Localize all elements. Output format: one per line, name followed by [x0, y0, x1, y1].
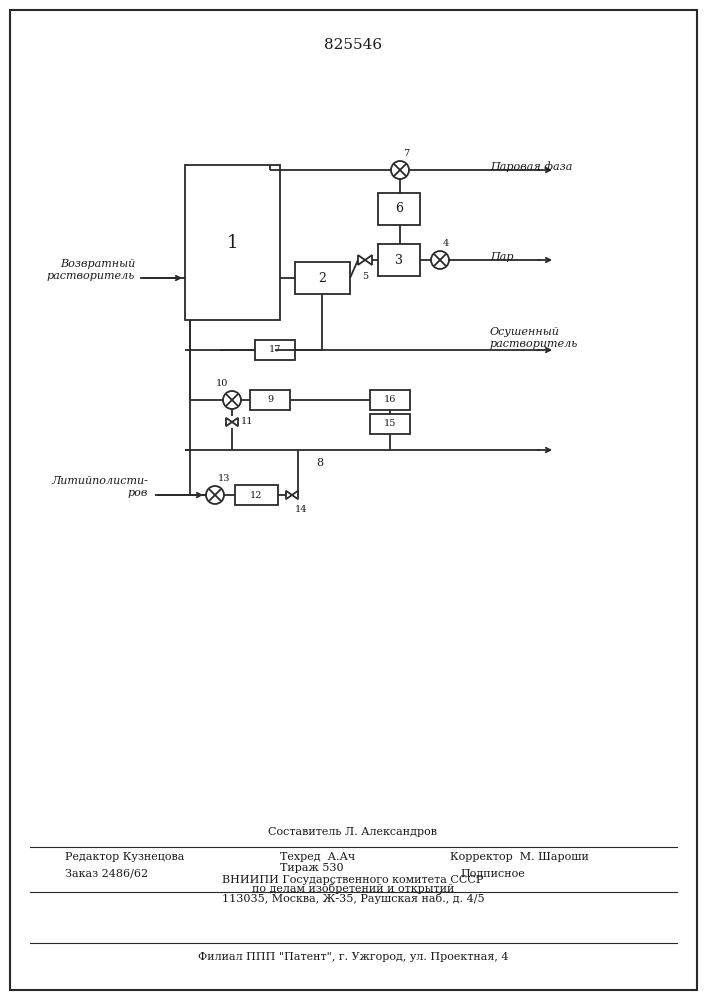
Bar — [235, 485, 278, 505]
Text: Тираж 530: Тираж 530 — [280, 863, 344, 873]
Text: Техред  А.Ач: Техред А.Ач — [280, 852, 355, 862]
Text: Заказ 2486/62: Заказ 2486/62 — [65, 868, 148, 878]
Circle shape — [431, 251, 449, 269]
Bar — [378, 244, 420, 276]
Text: 11: 11 — [241, 418, 254, 426]
Text: 5: 5 — [362, 272, 368, 281]
Circle shape — [223, 391, 241, 409]
Text: 15: 15 — [384, 420, 396, 428]
Text: 113035, Москва, Ж-35, Раушская наб., д. 4/5: 113035, Москва, Ж-35, Раушская наб., д. … — [222, 892, 484, 904]
Text: Составитель Л. Александров: Составитель Л. Александров — [269, 827, 438, 837]
Text: 4: 4 — [443, 239, 449, 248]
Text: ВНИИПИ Государственного комитета СССР: ВНИИПИ Государственного комитета СССР — [222, 875, 484, 885]
Text: Филиал ППП "Патент", г. Ужгород, ул. Проектная, 4: Филиал ППП "Патент", г. Ужгород, ул. Про… — [198, 952, 508, 962]
Text: 10: 10 — [216, 379, 228, 388]
Text: по делам изобретений и открытий: по делам изобретений и открытий — [252, 884, 454, 894]
Text: Возвратный
растворитель: Возвратный растворитель — [47, 259, 135, 281]
Bar — [255, 340, 295, 360]
Text: 7: 7 — [403, 149, 409, 158]
Circle shape — [391, 161, 409, 179]
Bar — [250, 390, 290, 410]
Text: 17: 17 — [269, 346, 281, 355]
Text: 16: 16 — [384, 395, 396, 404]
Text: Литийполисти-
ров: Литийполисти- ров — [51, 476, 148, 498]
Text: 1: 1 — [227, 233, 238, 251]
Text: Паровая фаза: Паровая фаза — [490, 162, 573, 172]
Polygon shape — [292, 491, 298, 499]
Polygon shape — [232, 418, 238, 426]
Polygon shape — [358, 255, 365, 265]
Text: 8: 8 — [317, 458, 324, 468]
Text: Корректор  М. Шароши: Корректор М. Шароши — [450, 852, 589, 862]
Text: 2: 2 — [319, 271, 327, 284]
Polygon shape — [365, 255, 372, 265]
Text: 14: 14 — [295, 505, 308, 514]
Bar — [185, 165, 280, 320]
Text: Пар: Пар — [490, 252, 513, 262]
Text: 12: 12 — [250, 490, 263, 499]
Bar — [370, 390, 410, 410]
Circle shape — [206, 486, 224, 504]
Text: 13: 13 — [218, 474, 230, 483]
Text: Подписное: Подписное — [460, 868, 525, 878]
Bar — [370, 414, 410, 434]
Text: 9: 9 — [267, 395, 273, 404]
Polygon shape — [226, 418, 232, 426]
Text: 3: 3 — [395, 253, 403, 266]
Bar — [378, 193, 420, 225]
Text: Редактор Кузнецова: Редактор Кузнецова — [65, 852, 185, 862]
Text: Осушенный
растворитель: Осушенный растворитель — [490, 327, 578, 349]
Bar — [295, 262, 350, 294]
Text: 825546: 825546 — [324, 38, 382, 52]
Polygon shape — [286, 491, 292, 499]
Text: 6: 6 — [395, 202, 403, 216]
